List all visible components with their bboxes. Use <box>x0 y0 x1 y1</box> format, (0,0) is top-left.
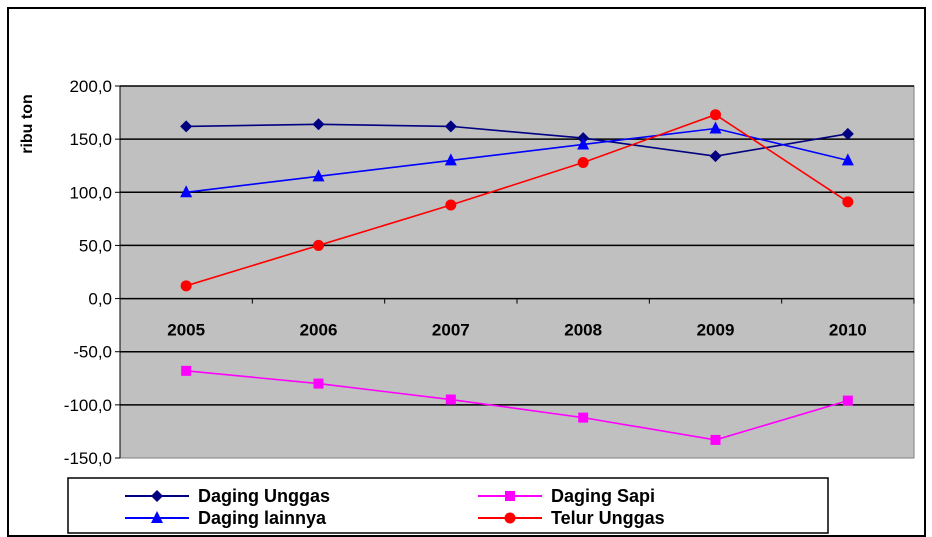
x-tick-label: 2006 <box>300 321 338 340</box>
data-point <box>710 109 721 121</box>
x-axis: 2005 2006 2007 2008 2009 2010 <box>119 298 915 340</box>
data-point <box>577 137 590 150</box>
plot-area <box>119 85 915 459</box>
legend-label: Daging lainnya <box>198 508 327 528</box>
legend-marker <box>504 512 516 524</box>
legend-item: Daging Unggas <box>125 486 330 506</box>
x-tick-label: 2009 <box>697 321 735 340</box>
data-point <box>841 153 854 166</box>
series-daging-sapi <box>181 365 853 445</box>
data-point <box>578 412 589 423</box>
legend: Daging Unggas Daging Sapi Daging lainnya Te… <box>67 477 829 534</box>
y-tick-label: 50,0 <box>79 236 112 255</box>
data-point <box>180 185 193 198</box>
data-point <box>313 239 324 251</box>
y-tick-label: -100,0 <box>64 396 112 415</box>
data-point <box>444 153 457 166</box>
legend-label: Daging Sapi <box>551 486 655 506</box>
data-point <box>709 150 722 163</box>
legend-marker <box>151 511 163 523</box>
y-tick-label: 150,0 <box>69 130 112 149</box>
legend-label: Telur Unggas <box>551 508 665 528</box>
data-point <box>577 157 589 169</box>
data-point <box>842 395 853 406</box>
series-line <box>185 113 849 287</box>
data-point <box>444 120 457 133</box>
data-point <box>312 169 325 182</box>
legend-label: Daging Unggas <box>198 486 330 506</box>
legend-box <box>67 477 829 534</box>
legend-marker <box>151 490 163 502</box>
series-line <box>186 370 849 441</box>
x-tick-label: 2007 <box>432 321 470 340</box>
data-point <box>312 118 325 131</box>
series-lines <box>180 109 854 445</box>
x-tick-label: 2010 <box>829 321 867 340</box>
y-tick-label: -150,0 <box>64 449 112 468</box>
x-tick-label: 2008 <box>564 321 602 340</box>
series-daging-lainnya <box>180 121 854 198</box>
series-telur-unggas <box>180 109 854 292</box>
legend-item: Telur Unggas <box>478 508 665 528</box>
legend-item: Daging Sapi <box>478 486 655 506</box>
legend-marker <box>505 491 515 501</box>
x-tick-label: 2005 <box>167 321 205 340</box>
series-daging-unggas <box>180 118 854 163</box>
y-tick-label: 100,0 <box>69 183 112 202</box>
series-line <box>186 127 849 194</box>
y-tick-label: 0,0 <box>88 290 112 309</box>
y-tick-label: 200,0 <box>69 77 112 96</box>
data-point <box>445 394 456 405</box>
data-point <box>181 365 192 376</box>
data-point <box>180 120 193 133</box>
y-tick-label: -50,0 <box>73 343 112 362</box>
data-point <box>709 121 722 134</box>
data-point <box>710 434 721 445</box>
y-axis-tick-labels: 200,0 150,0 100,0 50,0 0,0 -50,0 -100,0 -150,0 <box>64 77 112 468</box>
data-point <box>313 378 324 389</box>
data-point <box>841 127 854 140</box>
data-point <box>445 199 457 211</box>
series-line <box>186 123 848 157</box>
data-point <box>180 280 192 292</box>
legend-item: Daging lainnya <box>125 508 327 528</box>
data-point <box>842 196 854 208</box>
y-axis-label: ribu ton <box>19 94 36 154</box>
